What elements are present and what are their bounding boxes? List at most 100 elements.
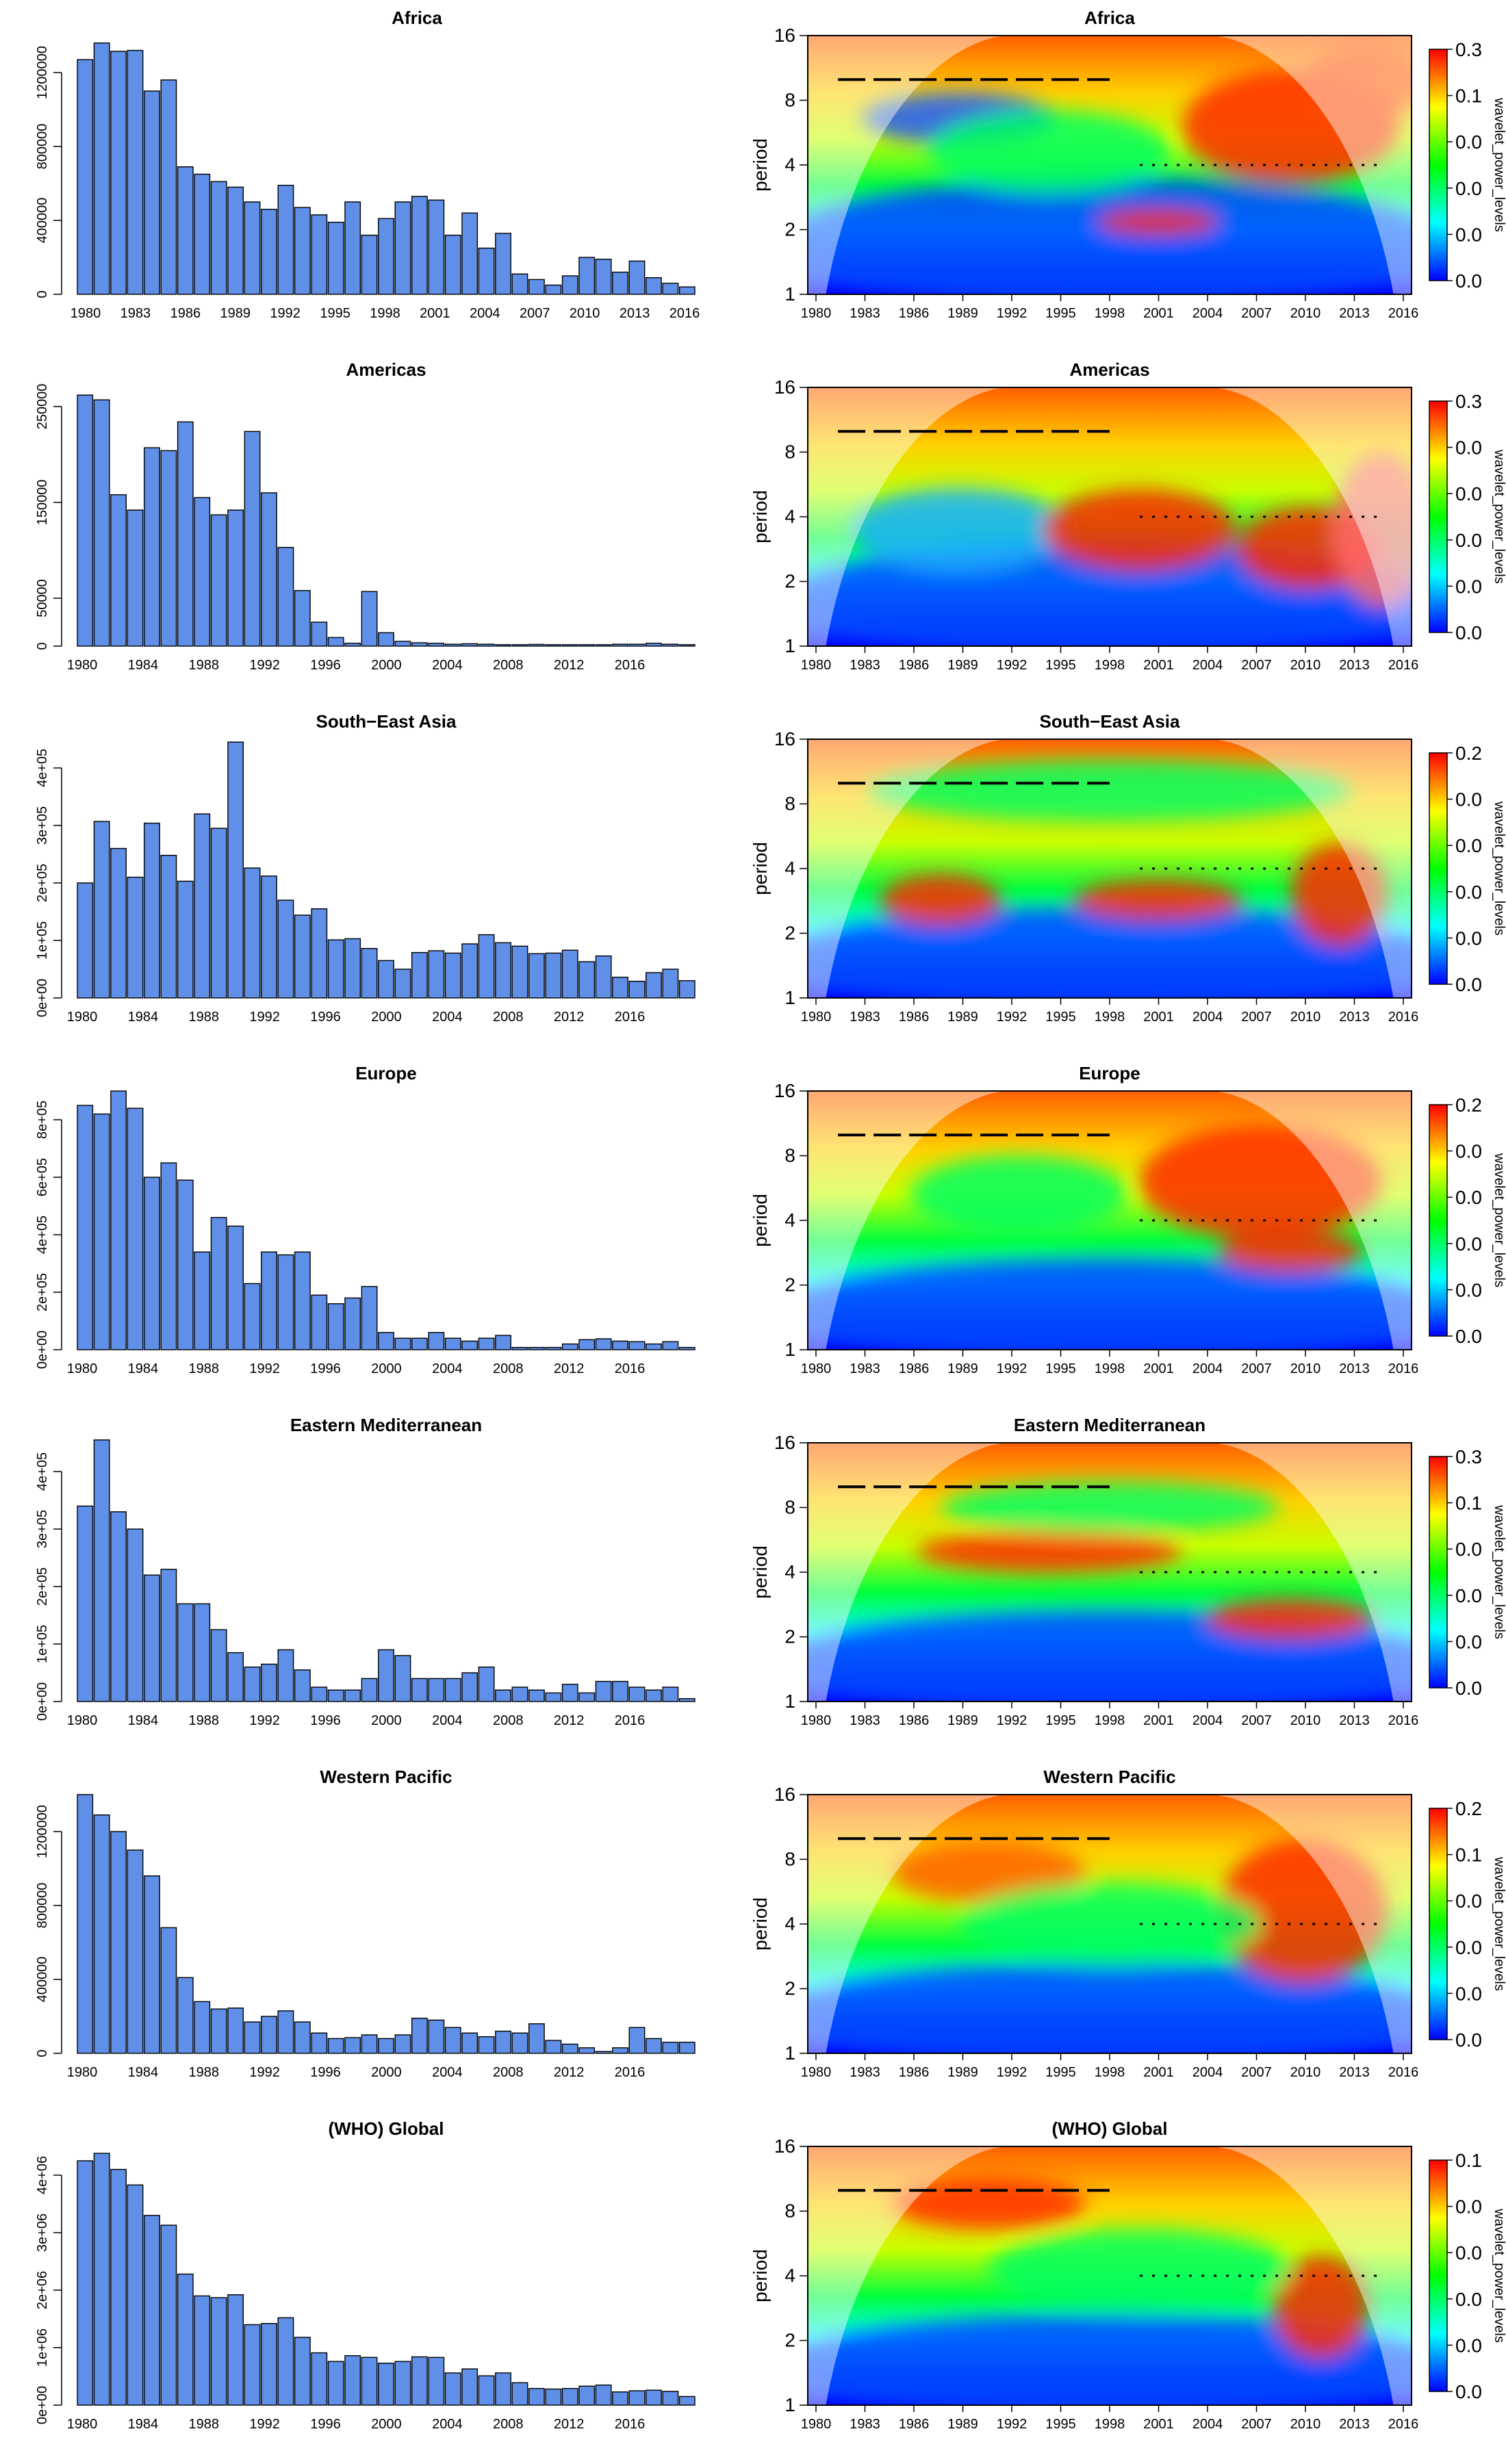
bar bbox=[311, 1294, 328, 1350]
bar bbox=[662, 643, 679, 647]
bar bbox=[77, 2160, 94, 2406]
wavelet-y-tick-label: 2 bbox=[784, 1274, 795, 1296]
bar bbox=[127, 49, 144, 295]
wavelet-y-tick-label: 4 bbox=[784, 1209, 795, 1231]
wavelet-x-tick-label: 1983 bbox=[850, 2065, 880, 2080]
bar-x-tick-label: 1996 bbox=[310, 658, 341, 673]
bar bbox=[361, 591, 378, 647]
bar bbox=[344, 1689, 361, 1702]
bar bbox=[411, 2017, 428, 2054]
bar bbox=[93, 399, 110, 647]
bar bbox=[144, 1177, 160, 1350]
bar-x-tick-label: 2012 bbox=[554, 658, 585, 673]
bar bbox=[528, 643, 545, 647]
panel-row: Eastern Mediterranean 0e+00 1e+05 2e+05 3e+0… bbox=[35, 1415, 1506, 1728]
heat-region bbox=[1218, 1231, 1364, 1272]
cone-of-influence bbox=[1212, 1091, 1412, 1350]
bar bbox=[110, 847, 127, 999]
heat-region bbox=[808, 907, 1412, 998]
bar bbox=[210, 2008, 227, 2054]
bar bbox=[394, 201, 411, 295]
panel-row: South−East Asia 0e+00 1e+05 2e+05 3e+05 4e+05… bbox=[35, 711, 1506, 1025]
bar bbox=[478, 2375, 495, 2406]
wavelet-title: Eastern Mediterranean bbox=[1014, 1415, 1205, 1435]
bar-x-tick-label: 1992 bbox=[270, 306, 301, 321]
wavelet-x-tick-label: 1995 bbox=[1045, 2065, 1076, 2080]
bar bbox=[561, 2043, 578, 2054]
bar bbox=[561, 2387, 578, 2406]
wavelet-y-tick-label: 1 bbox=[784, 283, 795, 305]
bar bbox=[394, 968, 411, 999]
colorbar bbox=[1429, 49, 1448, 281]
bar-y-tick-label: 0e+00 bbox=[35, 2386, 50, 2424]
bar-x-tick-label: 1998 bbox=[370, 306, 400, 321]
bar bbox=[378, 1649, 394, 1702]
colorbar-tick-label: 0.0 bbox=[1455, 1141, 1482, 1162]
bar-x-tick-label: 2016 bbox=[615, 1361, 646, 1376]
bar bbox=[595, 955, 612, 999]
bar bbox=[461, 943, 478, 999]
bar bbox=[110, 2168, 127, 2406]
colorbar-tick-label: 0.1 bbox=[1455, 1493, 1482, 1514]
bar bbox=[511, 1686, 528, 1702]
bar bbox=[177, 421, 194, 647]
bar bbox=[177, 1977, 194, 2054]
wavelet-x-tick-label: 2010 bbox=[1290, 1361, 1321, 1376]
bar bbox=[478, 2036, 495, 2054]
bar bbox=[428, 199, 445, 295]
wavelet-y-label: period bbox=[750, 2249, 771, 2302]
bar-x-tick-label: 2001 bbox=[420, 306, 450, 321]
bar bbox=[110, 494, 127, 647]
wavelet-x-tick-label: 1986 bbox=[899, 1010, 930, 1025]
bar-y-tick-label: 6e+05 bbox=[35, 1158, 50, 1196]
wavelet-x-tick-label: 2013 bbox=[1339, 658, 1370, 673]
bar bbox=[411, 951, 428, 999]
wavelet-x-tick-label: 2010 bbox=[1290, 1010, 1321, 1025]
bar-y-tick-label: 4e+06 bbox=[35, 2156, 50, 2194]
bar bbox=[210, 514, 227, 647]
bar-x-tick-label: 2010 bbox=[570, 306, 600, 321]
bar-x-tick-label: 2016 bbox=[615, 1010, 646, 1025]
bar bbox=[77, 882, 94, 999]
bar-x-tick-label: 2012 bbox=[554, 1361, 585, 1376]
colorbar bbox=[1429, 752, 1448, 985]
bar bbox=[210, 181, 227, 295]
bar bbox=[311, 621, 328, 647]
heat-region bbox=[880, 873, 1001, 926]
colorbar bbox=[1429, 1808, 1448, 2040]
heat-region bbox=[868, 760, 1351, 822]
wavelet-y-tick-label: 1 bbox=[784, 2042, 795, 2064]
bar-x-tick-label: 2008 bbox=[493, 1010, 524, 1025]
bar bbox=[646, 1343, 662, 1350]
cone-of-influence bbox=[1212, 739, 1412, 998]
bar bbox=[294, 2337, 311, 2406]
bar bbox=[461, 2368, 478, 2406]
bar bbox=[227, 186, 244, 295]
bar bbox=[646, 277, 662, 295]
bar bbox=[561, 275, 578, 295]
wavelet-x-tick-label: 1986 bbox=[899, 2065, 930, 2080]
bar bbox=[261, 2016, 277, 2054]
cone-of-influence bbox=[808, 1091, 1008, 1350]
bar-chart-title: (WHO) Global bbox=[329, 2118, 444, 2139]
wavelet-y-tick-label: 16 bbox=[774, 728, 795, 749]
colorbar-tick-label: 0.0 bbox=[1455, 1631, 1482, 1652]
wavelet-x-tick-label: 1980 bbox=[801, 658, 832, 673]
bar bbox=[77, 1505, 94, 1702]
bar-y-tick-label: 50000 bbox=[35, 579, 50, 617]
bar bbox=[344, 2355, 361, 2406]
bar bbox=[177, 2273, 194, 2406]
bar-y-tick-label: 0e+00 bbox=[35, 979, 50, 1017]
heat-region bbox=[910, 1155, 1128, 1233]
wavelet-x-tick-label: 2001 bbox=[1143, 1713, 1174, 1728]
cone-of-influence bbox=[1212, 2146, 1412, 2405]
bar bbox=[595, 2051, 612, 2054]
wavelet-heatmap bbox=[808, 1091, 1412, 1350]
colorbar-tick-label: 0.0 bbox=[1455, 2196, 1482, 2218]
bar bbox=[495, 2030, 511, 2054]
bar bbox=[444, 952, 461, 999]
wavelet-x-tick-label: 2001 bbox=[1143, 658, 1174, 673]
colorbar-tick-label: 0.0 bbox=[1455, 224, 1482, 245]
bar bbox=[478, 643, 495, 647]
bar bbox=[628, 1686, 646, 1702]
